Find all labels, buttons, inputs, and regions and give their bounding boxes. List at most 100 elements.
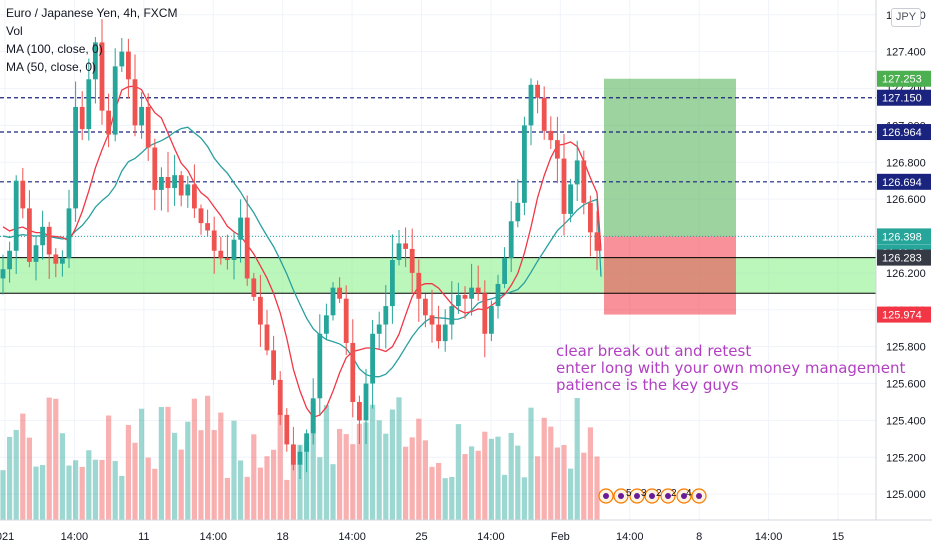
volume-bar [442, 478, 448, 520]
volume-bar [469, 446, 475, 520]
candle-body [139, 106, 144, 126]
volume-bar [277, 412, 283, 520]
y-tick-label: 126.200 [886, 268, 926, 280]
candle-body [568, 184, 573, 214]
volume-bar [343, 434, 349, 520]
event-icon-dot [681, 493, 687, 499]
candle-body [528, 84, 534, 126]
candle-body [244, 217, 250, 279]
candle-body [508, 221, 514, 259]
price-label: 126.694 [882, 177, 922, 189]
take-profit-box[interactable] [604, 78, 736, 237]
x-tick-label: 25 [415, 531, 427, 543]
candle-body [264, 324, 270, 351]
annotation-line-1: clear break out and retest [556, 342, 752, 360]
volume-bar [238, 460, 244, 520]
candle-body [343, 298, 349, 343]
price-label: 126.283 [882, 253, 922, 265]
volume-bar [172, 432, 178, 520]
candle-body [159, 177, 164, 190]
candle-body [324, 315, 329, 334]
volume-bar [20, 413, 26, 520]
ma50-legend[interactable]: MA (50, close, 0) [6, 60, 97, 74]
volume-bar [0, 470, 6, 520]
candle-body [489, 306, 494, 334]
candle-body [258, 296, 263, 325]
candle-body [33, 245, 39, 262]
candle-body [416, 272, 422, 299]
symbol-title[interactable]: Euro / Japanese Yen, 4h, FXCM [6, 6, 178, 20]
candle-body [561, 158, 567, 214]
ma100-legend[interactable]: MA (100, close, 0) [6, 42, 103, 56]
x-tick-label: 021 [0, 531, 14, 543]
candle-body [231, 239, 237, 260]
volume-bar [251, 434, 257, 520]
currency-button[interactable]: JPY [891, 8, 921, 27]
x-tick-label: 8 [696, 531, 702, 543]
volume-bar [304, 441, 310, 520]
volume-bar [568, 468, 574, 520]
volume-bar [449, 477, 455, 520]
volume-bar [429, 466, 435, 520]
volume-bar [198, 430, 204, 520]
volume-bar [112, 460, 118, 520]
candle-body [152, 147, 158, 190]
candle-body [449, 306, 455, 325]
event-icon-dot [649, 493, 655, 499]
candle-body [60, 258, 65, 264]
price-label-bg [877, 124, 931, 141]
candle-body [297, 451, 303, 465]
candle-body [126, 51, 131, 80]
candle-body [541, 97, 547, 131]
candle-body [475, 287, 481, 294]
volume-bar [92, 459, 98, 520]
candle-body [225, 258, 230, 260]
candle-body [456, 295, 461, 307]
event-count: 2 [671, 488, 677, 499]
x-tick-label: 15 [832, 531, 844, 543]
stop-loss-box[interactable] [604, 236, 736, 315]
volume-bar [337, 428, 343, 520]
candle-body [383, 306, 389, 325]
volume-bar [548, 426, 554, 520]
price-label: 125.974 [882, 310, 922, 322]
y-tick-label: 125.200 [886, 452, 926, 464]
candle-body [409, 248, 415, 273]
volume-bar [403, 446, 409, 520]
volume-bar [370, 404, 376, 520]
candle-body [185, 184, 191, 196]
candle-body [13, 180, 19, 251]
volume-bar [165, 406, 171, 520]
event-icon-dot [696, 493, 702, 499]
volume-bar [561, 444, 567, 520]
volume-bar [363, 422, 369, 520]
candle-body [172, 175, 177, 189]
volume-bar [244, 476, 250, 520]
dashed-levels [0, 97, 876, 294]
y-tick-label: 125.000 [886, 489, 926, 501]
volume-bar [26, 437, 32, 520]
candle-body [291, 444, 296, 465]
volume-bar [185, 421, 191, 520]
vol-legend[interactable]: Vol [6, 24, 23, 38]
x-tick-label: 18 [277, 531, 289, 543]
candle-body [337, 287, 342, 299]
volume-bar [86, 450, 92, 520]
candle-body [376, 324, 382, 334]
candle-body [396, 243, 402, 260]
candle-body [112, 66, 118, 135]
volume-bar [139, 408, 145, 520]
candle-body [588, 202, 593, 233]
candle-body [7, 250, 12, 270]
x-tick-label: 14:00 [338, 531, 366, 543]
volume-bar [257, 467, 263, 520]
candle-body [581, 160, 587, 203]
volume-bar [455, 424, 461, 520]
y-tick-label: 125.800 [886, 342, 926, 354]
volume-bar [79, 466, 85, 520]
volume-bar [158, 407, 164, 520]
x-tick-label: 14:00 [477, 531, 505, 543]
candle-body [66, 208, 72, 259]
volume-bar [323, 405, 329, 520]
